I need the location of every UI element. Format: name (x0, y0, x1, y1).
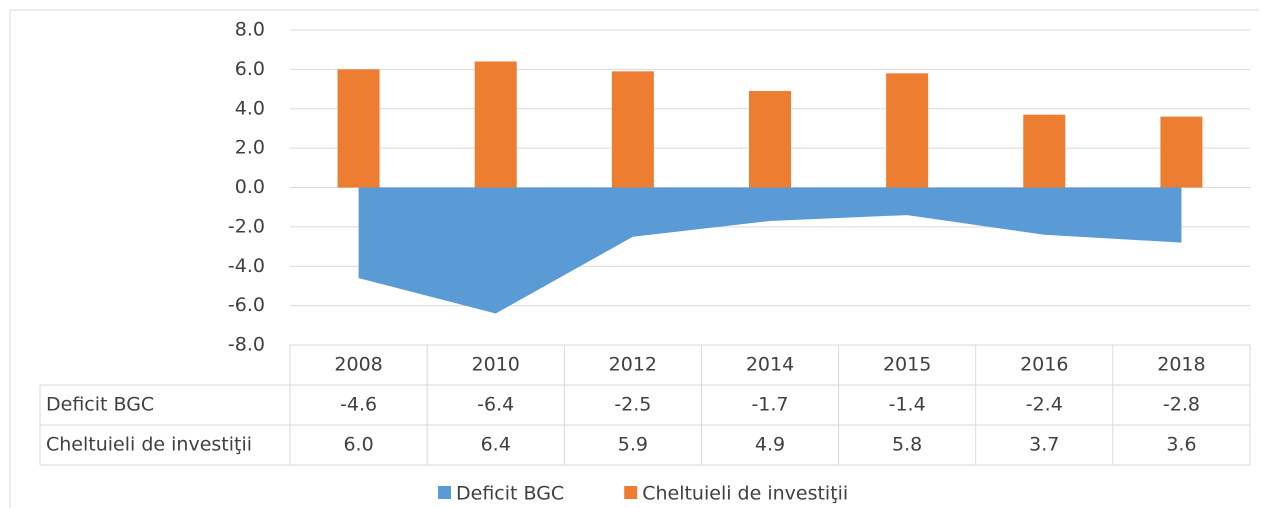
table-cell: 5.8 (892, 434, 922, 456)
y-tick-label: 6.0 (235, 58, 265, 80)
legend-swatch (624, 486, 638, 499)
table-cell: -4.6 (340, 394, 377, 416)
legend-swatch (438, 486, 451, 499)
table-cell: -6.4 (477, 394, 514, 416)
table-row-label: Cheltuieli de investiţii (46, 434, 252, 456)
table-cell: 3.6 (1166, 434, 1196, 456)
table-cell: -2.4 (1026, 394, 1063, 416)
bar (886, 73, 929, 188)
y-tick-label: -6.0 (228, 294, 265, 316)
table-cell: 4.9 (755, 434, 785, 456)
legend-label: Cheltuieli de investiţii (642, 483, 848, 505)
y-tick-label: 0.0 (235, 176, 265, 198)
bar (611, 71, 654, 188)
bar (1023, 114, 1066, 188)
table-cell: -2.5 (614, 394, 651, 416)
y-tick-label: 2.0 (235, 137, 265, 159)
y-tick-label: -4.0 (228, 255, 265, 277)
table-cell: 5.9 (618, 434, 648, 456)
bar (749, 91, 791, 188)
x-tick-label: 2018 (1157, 354, 1205, 376)
bar (474, 61, 517, 188)
bar (337, 69, 380, 188)
y-tick-label: 8.0 (235, 19, 265, 41)
bar (1160, 116, 1203, 188)
area (358, 187, 1182, 314)
legend-label: Deficit BGC (456, 483, 564, 505)
table-cell: -2.8 (1163, 394, 1200, 416)
x-tick-label: 2010 (472, 354, 520, 376)
x-tick-label: 2016 (1020, 354, 1068, 376)
x-tick-label: 2015 (883, 354, 931, 376)
table-cell: 3.7 (1029, 434, 1059, 456)
y-tick-label: -2.0 (228, 215, 265, 237)
x-tick-label: 2012 (609, 354, 657, 376)
table-cell: 6.4 (481, 434, 511, 456)
x-tick-label: 2014 (746, 354, 794, 376)
table-cell: 6.0 (343, 434, 373, 456)
y-tick-label: -8.0 (228, 334, 265, 356)
table-cell: -1.4 (889, 394, 926, 416)
x-tick-label: 2008 (334, 354, 382, 376)
table-cell: -1.7 (751, 394, 788, 416)
table-row-label: Deficit BGC (46, 394, 154, 416)
y-tick-label: 4.0 (235, 97, 265, 119)
